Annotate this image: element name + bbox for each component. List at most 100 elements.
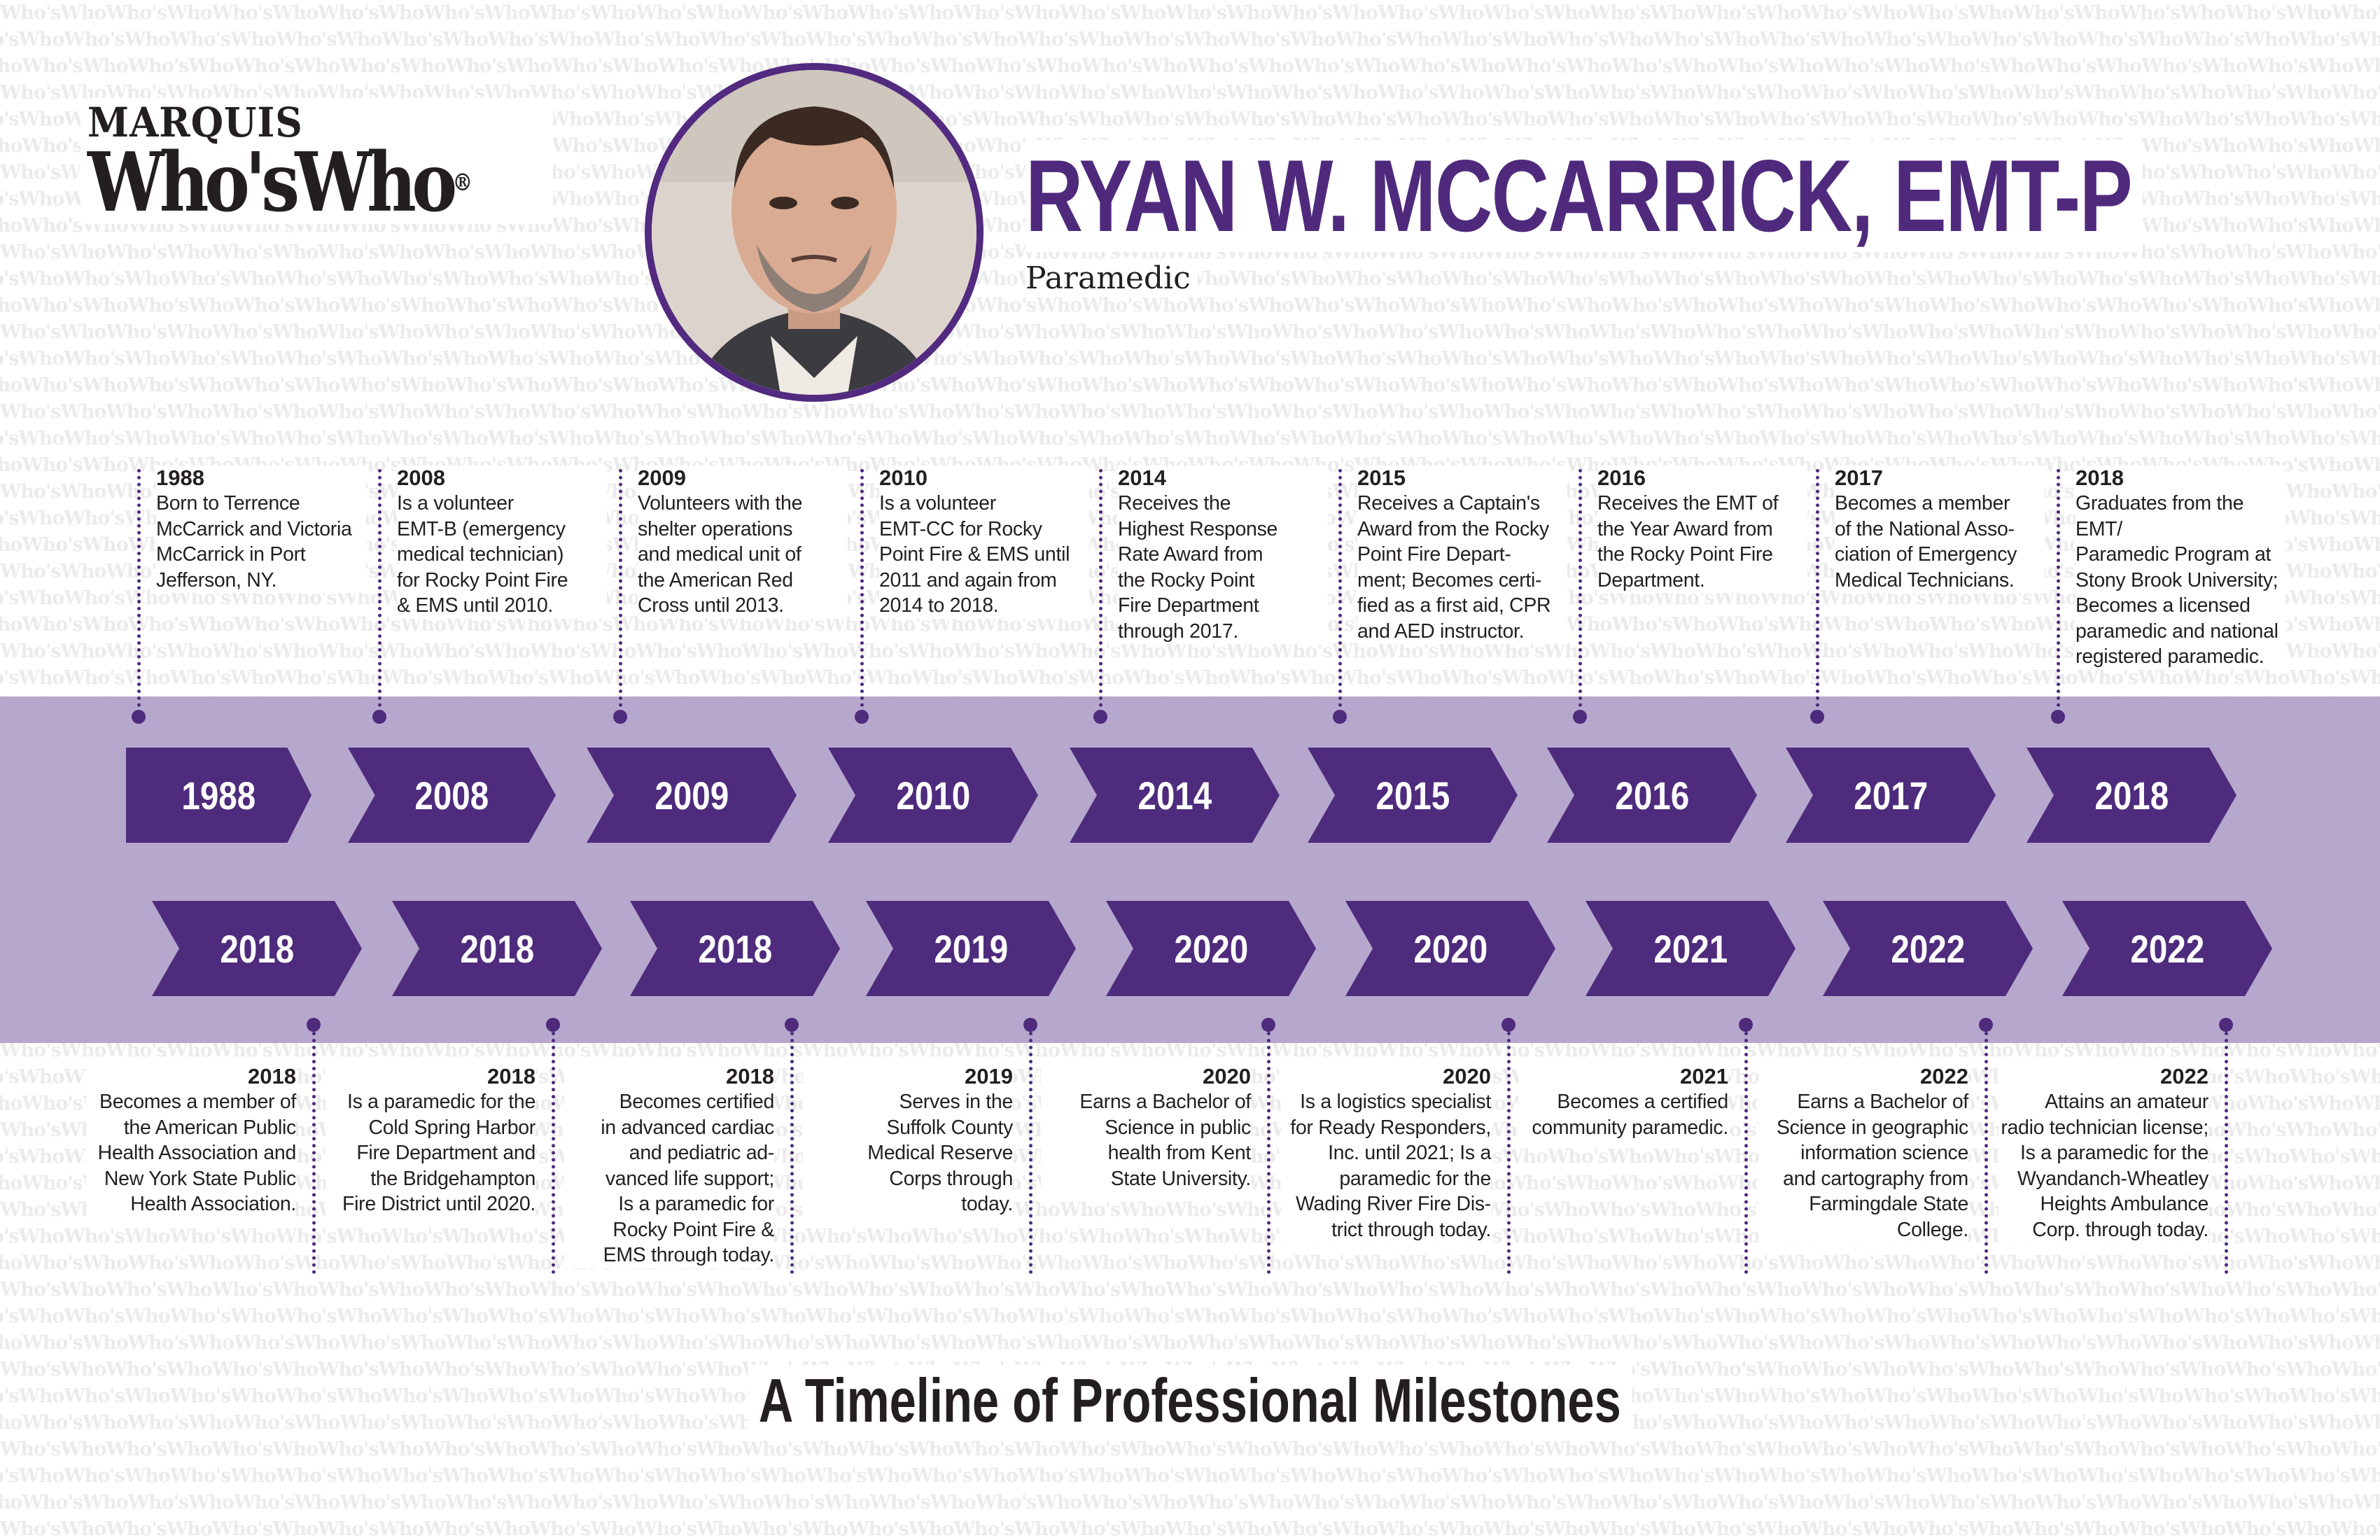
connector-line (1267, 1032, 1270, 1274)
milestone-text-line: community paramedic. (1532, 1116, 1728, 1139)
milestone-bottom-7: 2021 Becomes a certified community paramed… (1518, 1064, 1728, 1140)
milestone-text-line: paramedic for the (1339, 1167, 1491, 1190)
logo-whos-who: Who'sWho® (88, 135, 473, 230)
milestone-year: 2022 (1920, 1064, 1968, 1088)
milestone-year: 2010 (879, 465, 927, 490)
milestone-bottom-1: 2018 Becomes a member of the American Publ… (86, 1064, 296, 1217)
milestone-text-line: the American Red (638, 568, 793, 592)
milestone-text-line: Cross until 2013. (638, 594, 784, 617)
milestone-year: 2020 (1443, 1064, 1491, 1088)
milestone-text-line: Becomes a member of (99, 1091, 296, 1113)
milestone-text-line: Department. (1597, 568, 1705, 592)
milestone-top-2: 2008 Is a volunteer EMT-B (emergency medica… (397, 465, 607, 619)
connector-dot (785, 1018, 799, 1032)
milestone-text-line: Highest Response (1118, 517, 1278, 540)
milestone-year: 2022 (2160, 1064, 2208, 1088)
year-chevron-bottom-8: 2022 (1823, 901, 2033, 996)
footer-title: A Timeline of Professional Milestones (748, 1365, 1632, 1436)
milestone-year: 2018 (487, 1064, 536, 1088)
connector-dot (372, 710, 386, 724)
milestone-text-line: Farmingdale State (1809, 1193, 1968, 1215)
milestone-text-line: Fire Department and (356, 1142, 536, 1164)
milestone-text-line: Becomes a member (1835, 492, 2010, 514)
year-chevron-label: 2018 (2094, 773, 2169, 818)
connector-line (1578, 469, 1582, 707)
milestone-bottom-8: 2022 Earns a Bachelor of Science in geogra… (1758, 1064, 1968, 1242)
milestone-text-line: 2011 and again from (879, 568, 1057, 592)
year-chevron-label: 2020 (1413, 926, 1488, 971)
milestone-top-3: 2009 Volunteers with the shelter operation… (638, 465, 848, 619)
year-chevron-top-6: 2015 (1308, 748, 1518, 843)
milestone-text-line: Paramedic Program at (2076, 543, 2272, 566)
milestone-text-line: Is a logistics specialist (1300, 1091, 1491, 1113)
year-chevron-bottom-2: 2018 (392, 901, 602, 996)
connector-line (1338, 469, 1342, 707)
milestone-text-line: information science (1800, 1142, 1968, 1164)
year-chevron-label: 2017 (1854, 773, 1928, 818)
milestone-top-6: 2015 Receives a Captain's Award from the R… (1357, 465, 1567, 644)
milestone-text-line: Born to Terrence (156, 492, 300, 514)
milestone-text-line: Rate Award from (1118, 543, 1264, 566)
year-chevron-top-8: 2017 (1786, 748, 1996, 843)
year-chevron-label: 2019 (934, 926, 1008, 971)
year-chevron-bottom-5: 2020 (1106, 901, 1316, 996)
connector-dot (1333, 710, 1347, 724)
milestone-top-7: 2016 Receives the EMT of the Year Award fr… (1597, 465, 1807, 593)
milestone-text-line: medical technician) (397, 543, 564, 566)
milestone-year: 2008 (397, 465, 445, 490)
milestone-text-line: the Year Award from (1597, 517, 1773, 540)
year-chevron-top-2: 2008 (348, 748, 556, 843)
milestone-text-line: the American Public (123, 1116, 296, 1139)
connector-dot (1739, 1018, 1753, 1032)
connector-line (312, 1032, 316, 1274)
milestone-text-line: EMT-B (emergency (397, 517, 566, 540)
connector-line (2225, 1032, 2228, 1274)
milestone-year: 2018 (726, 1064, 774, 1088)
milestone-text-line: 2014 to 2018. (879, 594, 999, 617)
milestone-text-line: Is a paramedic for the (346, 1091, 536, 1113)
connector-line (1816, 469, 1819, 707)
milestone-text-line: fied as a first aid, CPR (1357, 594, 1551, 617)
milestone-text-line: State University. (1110, 1167, 1252, 1190)
connector-line (1984, 1032, 1988, 1274)
connector-line (137, 469, 141, 707)
year-chevron-bottom-3: 2018 (630, 901, 840, 996)
milestone-text-line: EMS through today. (603, 1244, 775, 1266)
connector-line (1744, 1032, 1748, 1274)
milestone-text-line: EMT-CC for Rocky (879, 517, 1042, 540)
connector-dot (2219, 1018, 2233, 1032)
milestone-text-line: and medical unit of (638, 543, 802, 566)
milestone-text-line: Becomes a certified (1557, 1091, 1728, 1113)
milestone-top-4: 2010 Is a volunteer EMT-CC for Rocky Point … (879, 465, 1089, 619)
connector-dot (613, 710, 627, 724)
milestone-text-line: Fire District until 2020. (342, 1193, 536, 1215)
milestone-text-line: & EMS until 2010. (397, 594, 554, 617)
milestone-text-line: Corp. through today. (2032, 1218, 2208, 1241)
connector-line (552, 1032, 555, 1274)
milestone-year: 2020 (1203, 1064, 1251, 1088)
milestone-text-line: McCarrick and Victoria (156, 517, 352, 540)
year-chevron-top-9: 2018 (2026, 748, 2236, 843)
year-chevron-top-4: 2010 (828, 748, 1038, 843)
milestone-text-line: for Ready Responders, (1290, 1116, 1491, 1139)
milestone-year: 2017 (1835, 465, 1883, 490)
milestone-text-line: Heights Ambulance (2040, 1193, 2209, 1215)
year-chevron-label: 2018 (460, 926, 534, 971)
milestone-bottom-9: 2022 Attains an amateur radio technician l… (1998, 1064, 2208, 1242)
milestone-bottom-2: 2018 Is a paramedic for the Cold Spring Ha… (326, 1064, 536, 1217)
connector-dot (1573, 710, 1587, 724)
milestone-text-line: radio technician license; (2001, 1116, 2208, 1139)
connector-dot (1502, 1018, 1516, 1032)
milestone-text-line: Medical Technicians. (1835, 568, 2015, 592)
milestone-text-line: New York State Public (104, 1167, 296, 1190)
milestone-text-line: Inc. until 2021; Is a (1328, 1142, 1491, 1164)
milestone-top-8: 2017 Becomes a member of the National Asso… (1835, 465, 2045, 593)
milestone-text-line: Point Fire & EMS until (879, 543, 1070, 566)
milestone-text-line: Receives the (1118, 492, 1231, 514)
milestone-text-line: Corps through (889, 1167, 1013, 1190)
person-title: Paramedic (1026, 260, 1198, 296)
year-chevron-label: 2020 (1174, 926, 1248, 971)
milestone-text-line: the Rocky Point Fire (1597, 543, 1773, 566)
footer: A Timeline of Professional Milestones (0, 1365, 2380, 1436)
milestone-text-line: and AED instructor. (1357, 620, 1525, 643)
